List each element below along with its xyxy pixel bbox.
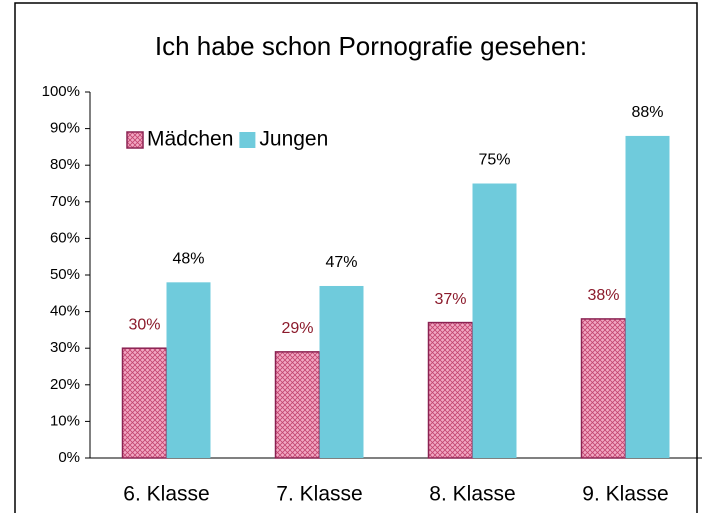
legend-label: Jungen — [259, 128, 328, 151]
y-tick-label: 10% — [50, 412, 80, 429]
y-tick-label: 60% — [50, 229, 80, 246]
y-tick-label: 70% — [50, 193, 80, 210]
y-tick-label: 20% — [50, 376, 80, 393]
bar — [319, 285, 364, 458]
x-tick-label: 8. Klasse — [429, 483, 515, 506]
x-tick-label: 7. Klasse — [276, 483, 362, 506]
bar — [427, 321, 474, 459]
legend-swatch — [239, 132, 256, 148]
bar — [580, 318, 627, 459]
bar — [472, 183, 517, 458]
value-label: 30% — [128, 316, 160, 333]
y-tick-label: 80% — [50, 156, 80, 173]
value-label: 75% — [478, 152, 510, 169]
legend-swatch — [126, 131, 144, 149]
value-label: 47% — [325, 254, 357, 271]
y-tick-label: 50% — [50, 266, 80, 283]
y-tick-label: 30% — [50, 339, 80, 356]
y-tick-label: 0% — [58, 449, 80, 466]
bar — [274, 351, 321, 459]
y-tick-label: 90% — [50, 120, 80, 137]
bar — [625, 135, 670, 459]
bar — [121, 347, 168, 459]
y-tick-label: 100% — [42, 83, 80, 100]
bar — [166, 282, 211, 458]
x-tick-label: 9. Klasse — [582, 483, 668, 506]
x-tick-label: 6. Klasse — [123, 483, 209, 506]
value-label: 88% — [631, 104, 663, 121]
value-label: 37% — [434, 291, 466, 308]
value-label: 29% — [281, 320, 313, 337]
value-label: 38% — [587, 287, 619, 304]
value-label: 48% — [172, 251, 204, 268]
legend-label: Mädchen — [147, 128, 233, 151]
chart-title: Ich habe schon Pornografie gesehen: — [155, 31, 587, 61]
y-tick-label: 40% — [50, 303, 80, 320]
